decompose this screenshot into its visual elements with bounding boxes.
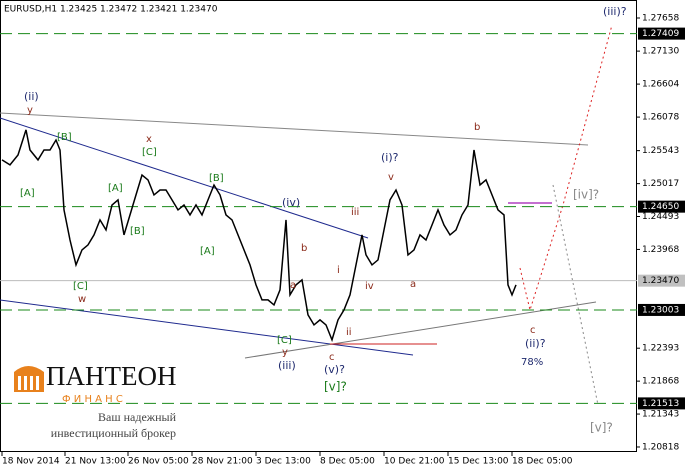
annotation: (iv) [282,196,300,209]
y-tick-label: 1.26078 [642,113,679,123]
annotation: (iii) [278,359,296,372]
x-tick-label: 15 Dec 13:00 [448,457,509,467]
annotation: (ii) [24,90,39,103]
annotation: (i)? [381,151,399,164]
annotation: v [388,172,394,183]
logo-tagline: инвестиционный брокер [51,426,176,440]
level-label-box [638,397,685,410]
x-tick-label: 3 Dec 13:00 [256,457,311,467]
annotation: a [290,280,296,291]
annotation: c [329,352,335,363]
x-tick-label: 18 Nov 2014 [2,457,60,467]
annotation: (v)? [324,363,345,376]
annotation: w [78,294,86,305]
y-tick-label: 1.26604 [642,80,679,90]
annotation: y [27,105,33,116]
annotation: b [474,122,480,133]
annotation: c [530,325,536,336]
level-label: 1.23003 [642,305,679,315]
annotation: [B] [57,132,72,143]
y-tick-label: 1.22393 [642,344,679,354]
logo-name: ПАНТЕОН [46,361,176,391]
annotation: (iii)? [603,5,627,18]
logo: ПАНТЕОН Ф И Н А Н С Ваш надежный инвести… [14,361,177,440]
annotation: [A] [200,246,215,257]
y-tick-label: 1.25543 [642,146,679,156]
level-label-box [638,303,685,316]
y-tick-label: 1.24493 [642,212,679,222]
y-tick-label: 1.25017 [642,179,679,189]
trend-line [244,301,597,359]
y-tick-label: 1.27658 [642,13,679,23]
x-tick-label: 28 Nov 21:00 [192,457,253,467]
y-tick-label: 1.23968 [642,245,679,255]
annotation: [C] [142,147,157,158]
trend-line [0,112,589,146]
level-label: 1.27409 [642,29,679,39]
chart-title: EURUSD,H1 1.23425 1.23472 1.23421 1.2347… [4,5,218,15]
level-label-box [638,27,685,40]
annotation: [A] [108,183,123,194]
level-label: 1.21513 [642,399,679,409]
trend-line [0,299,414,356]
price-line [1,129,517,343]
annotation: 78% [521,357,543,368]
annotation: a [410,279,416,290]
level-label: 1.24650 [642,202,679,212]
annotation: x [146,134,152,145]
x-tick-label: 18 Dec 05:00 [512,457,573,467]
annotation: ii [346,327,352,338]
logo-sub: Ф И Н А Н С [62,394,123,405]
y-tick-label: 1.21343 [642,410,679,420]
annotation: [v]? [324,380,347,394]
trend-line [0,117,369,239]
y-tick-label: 1.20818 [642,442,679,452]
annotation: b [301,243,307,254]
annotation: [B] [130,226,145,237]
y-tick-label: 1.21868 [642,377,679,387]
logo-tagline: Ваш надежный [98,410,177,424]
annotation: [C] [73,281,88,292]
projection [519,24,613,312]
annotation: [iv]? [573,188,599,202]
annotation: [A] [20,188,35,199]
annotation: [C] [277,335,292,346]
y-tick-label: 1.27130 [642,47,679,57]
x-tick-label: 21 Nov 13:00 [65,457,126,467]
x-tick-label: 26 Nov 05:00 [128,457,189,467]
x-tick-label: 8 Dec 05:00 [320,457,375,467]
level-label: 1.23470 [642,276,679,286]
annotation: i [337,265,340,276]
annotation: (ii)? [525,337,546,350]
annotation: [v]? [590,421,613,435]
x-tick-label: 10 Dec 21:00 [384,457,445,467]
annotation: iii [351,207,359,218]
level-label-box [638,200,685,213]
annotation: [B] [209,173,224,184]
annotation: iv [365,281,374,292]
level-label-box [638,274,685,287]
annotation: y [282,347,288,358]
